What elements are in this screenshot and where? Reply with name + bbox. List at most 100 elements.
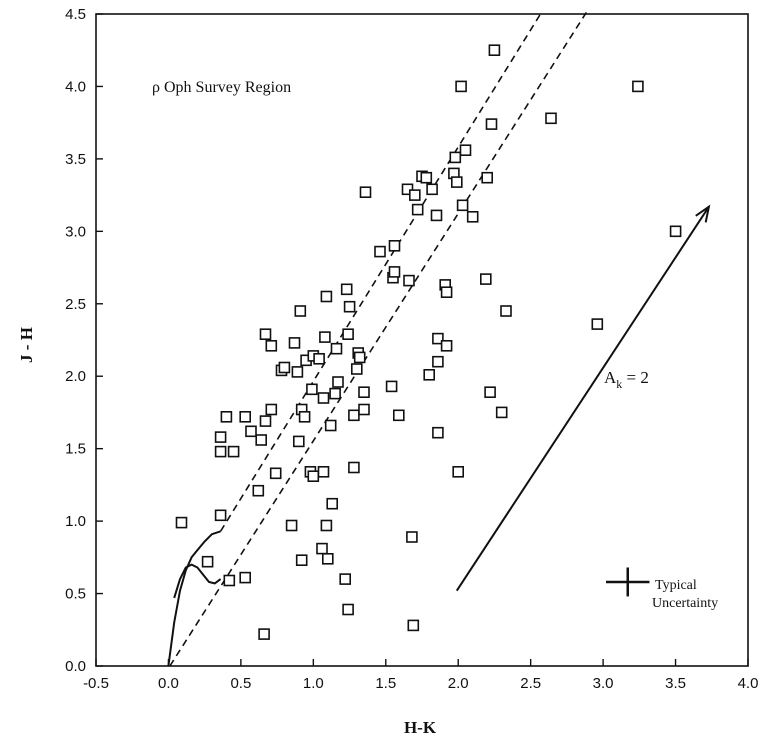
data-point — [426, 183, 438, 196]
data-point — [348, 461, 360, 474]
y-tick-label: 3.5 — [65, 151, 86, 168]
data-point — [227, 445, 240, 458]
data-point — [358, 386, 370, 399]
data-point — [326, 497, 339, 510]
data-point — [440, 339, 453, 352]
y-tick-label: 2.5 — [65, 296, 86, 313]
data-point — [342, 328, 354, 341]
data-point — [479, 273, 492, 285]
data-point — [358, 403, 370, 416]
data-point — [669, 225, 682, 238]
data-point — [420, 171, 433, 184]
data-point — [316, 542, 328, 555]
x-tick-label: 2.0 — [448, 675, 469, 692]
data-point — [288, 337, 301, 349]
data-point — [484, 386, 496, 399]
data-point — [324, 419, 337, 432]
data-point — [214, 431, 227, 443]
extinction-label: Ak = 2 — [604, 368, 649, 391]
data-point — [259, 328, 272, 341]
data-point — [201, 555, 214, 568]
x-tick-label: -0.5 — [83, 675, 109, 692]
region-label: ρ Oph Survey Region — [152, 79, 291, 96]
data-point — [406, 531, 418, 543]
data-point — [220, 410, 233, 423]
data-point — [239, 410, 251, 423]
y-axis-title: J - H — [17, 327, 36, 363]
extinction-label-sub: k — [616, 377, 622, 391]
data-point — [423, 368, 436, 381]
data-point — [239, 571, 251, 584]
data-point — [295, 554, 308, 567]
data-point — [385, 380, 398, 393]
data-point — [481, 171, 494, 184]
x-tick-label: 3.5 — [665, 675, 686, 692]
x-tick-label: 0.0 — [158, 675, 179, 692]
data-point — [591, 318, 604, 330]
reddening-band-line — [219, 10, 543, 532]
data-point — [214, 445, 227, 458]
data-point — [175, 516, 188, 529]
data-point — [485, 118, 498, 130]
y-tick-label: 4.5 — [65, 6, 86, 23]
data-point — [255, 434, 268, 446]
data-point — [450, 176, 463, 188]
data-point — [313, 352, 325, 365]
y-tick-label: 1.0 — [65, 513, 86, 530]
data-point — [430, 209, 443, 222]
plot-frame — [95, 13, 749, 667]
data-point — [388, 240, 401, 252]
data-point — [321, 552, 334, 565]
x-tick-label: 3.0 — [593, 675, 614, 692]
data-point — [488, 44, 501, 57]
data-point — [291, 366, 304, 378]
data-point — [319, 331, 331, 343]
data-point — [403, 274, 415, 287]
data-point — [294, 305, 307, 317]
data-point — [329, 387, 341, 400]
data-point — [245, 425, 257, 438]
curves-layer — [167, 10, 711, 667]
y-tick-label: 0.0 — [65, 658, 86, 675]
data-point — [459, 144, 472, 156]
data-point — [307, 470, 320, 483]
data-point — [214, 509, 227, 522]
data-point — [306, 383, 318, 396]
data-point — [348, 409, 360, 422]
data-point — [411, 203, 424, 216]
data-point — [407, 619, 420, 632]
x-tick-label: 1.0 — [303, 675, 324, 692]
y-tick-label: 3.0 — [65, 223, 86, 240]
data-point — [343, 300, 356, 313]
axis-ticks: -0.5 0.0 0.5 1.0 1.5 2.0 2.5 3.0 3.5 4.00.00.51.0… — [65, 6, 758, 692]
data-point — [432, 355, 444, 368]
data-point — [388, 266, 401, 278]
dwarf-locus-curve — [173, 563, 222, 599]
extinction-arrowhead — [695, 204, 711, 223]
data-point — [408, 189, 421, 201]
y-tick-label: 4.0 — [65, 78, 86, 95]
reddening-band-line — [169, 10, 588, 667]
data-point — [455, 80, 467, 93]
data-point — [342, 603, 354, 616]
data-point — [456, 199, 469, 212]
uncertainty-label-line2: Uncertainty — [652, 596, 718, 611]
x-axis-title: H-K — [404, 718, 437, 737]
extinction-label-value: = 2 — [622, 368, 649, 387]
data-point — [278, 361, 291, 374]
data-point — [265, 403, 278, 416]
data-point — [452, 465, 465, 478]
data-point — [495, 406, 508, 419]
data-point — [440, 286, 453, 299]
y-tick-label: 1.5 — [65, 441, 86, 458]
data-point — [320, 519, 333, 532]
data-point — [401, 183, 414, 196]
data-point — [353, 351, 366, 364]
extinction-vector-arrow — [455, 206, 710, 592]
data-point — [292, 435, 305, 448]
data-point — [258, 628, 270, 640]
data-point — [374, 245, 386, 258]
data-point — [350, 363, 363, 375]
data-point — [320, 290, 333, 303]
